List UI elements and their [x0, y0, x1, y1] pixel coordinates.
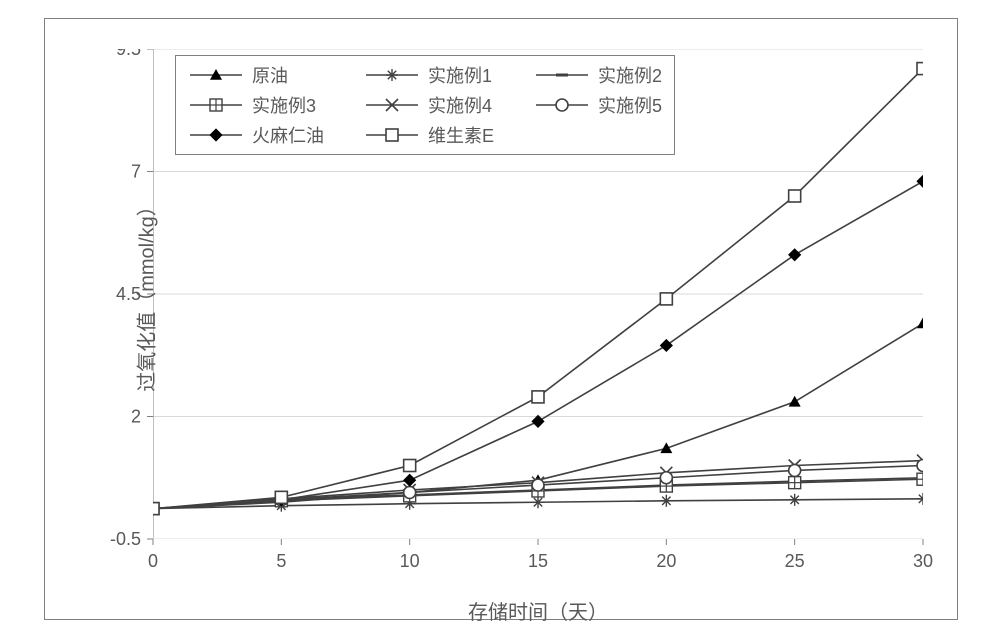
svg-text:15: 15	[528, 551, 548, 571]
legend-label: 实施例5	[598, 92, 662, 118]
legend-swatch-s7	[188, 125, 244, 145]
legend-swatch-s1	[188, 65, 244, 85]
svg-text:9.5: 9.5	[116, 49, 141, 59]
series-s7	[153, 175, 923, 516]
legend-swatch-s2	[364, 65, 420, 85]
legend-item-s5: 实施例4	[364, 92, 494, 118]
legend: 原油 实施例1 实施例2 实施例3 实施例4 实施例5 火麻仁油 维生素E	[175, 55, 675, 155]
legend-item-s8: 维生素E	[364, 122, 494, 148]
svg-text:7: 7	[131, 162, 141, 182]
x-axis-title: 存储时间（天）	[468, 596, 608, 625]
legend-label: 维生素E	[428, 122, 494, 148]
legend-swatch-s5	[364, 95, 420, 115]
svg-text:-0.5: -0.5	[110, 529, 141, 549]
legend-swatch-s3	[534, 65, 590, 85]
legend-label: 火麻仁油	[252, 122, 324, 148]
legend-item-s4: 实施例3	[188, 92, 324, 118]
legend-label: 实施例4	[428, 92, 492, 118]
svg-text:2: 2	[131, 407, 141, 427]
svg-text:0: 0	[148, 551, 158, 571]
legend-item-s7: 火麻仁油	[188, 122, 324, 148]
legend-label: 实施例2	[598, 62, 662, 88]
svg-text:10: 10	[400, 551, 420, 571]
chart-frame: -0.524.579.5051015202530 过氧化值（mmol/kg） 存…	[44, 18, 958, 620]
legend-item-s1: 原油	[188, 62, 324, 88]
legend-label: 实施例3	[252, 92, 316, 118]
legend-item-s6: 实施例5	[534, 92, 662, 118]
legend-swatch-s4	[188, 95, 244, 115]
svg-text:25: 25	[785, 551, 805, 571]
legend-label: 实施例1	[428, 62, 492, 88]
legend-swatch-s8	[364, 125, 420, 145]
svg-text:30: 30	[913, 551, 933, 571]
legend-item-s2: 实施例1	[364, 62, 494, 88]
legend-swatch-s6	[534, 95, 590, 115]
y-axis-title: 过氧化值（mmol/kg）	[131, 196, 160, 392]
legend-item-s3: 实施例2	[534, 62, 662, 88]
legend-label: 原油	[252, 62, 288, 88]
svg-text:20: 20	[656, 551, 676, 571]
svg-text:5: 5	[276, 551, 286, 571]
